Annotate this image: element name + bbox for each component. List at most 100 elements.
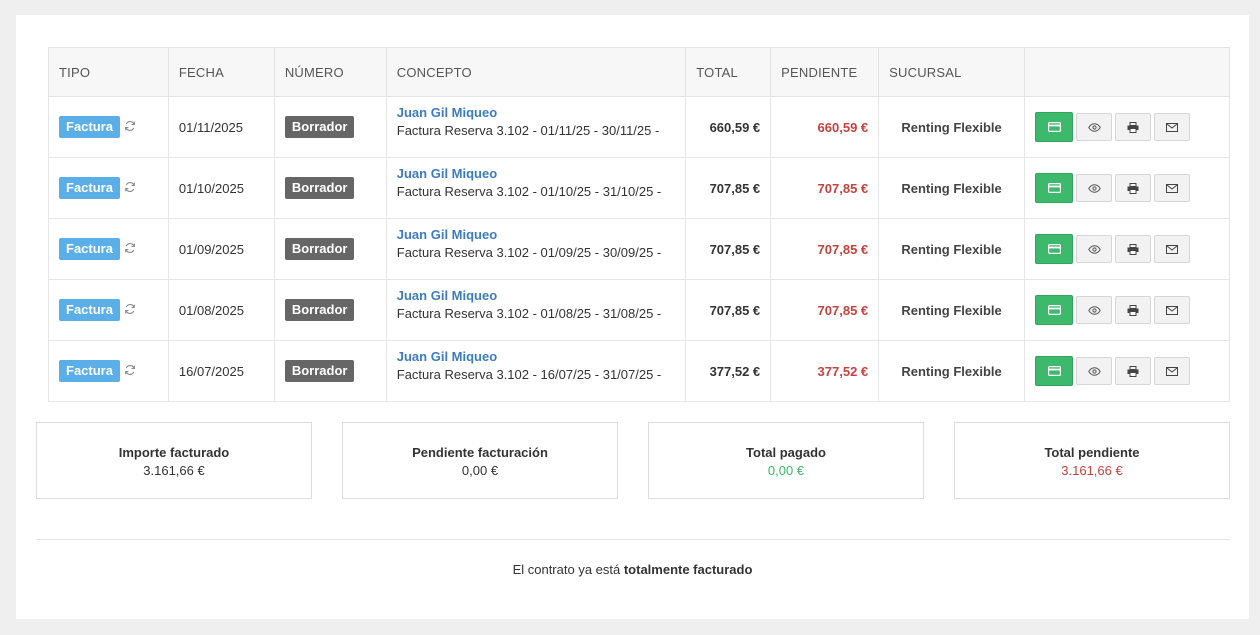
sync-icon[interactable] <box>124 242 136 257</box>
summary-label: Total pagado <box>746 445 826 460</box>
email-button[interactable] <box>1154 357 1190 385</box>
view-button[interactable] <box>1076 235 1112 263</box>
table-row: Factura 01/08/2025 Borrador Juan Gil Miq… <box>48 279 1230 341</box>
invoices-panel: TIPO FECHA NÚMERO CONCEPTO TOTAL PENDIEN… <box>16 15 1249 619</box>
draft-badge: Borrador <box>284 360 355 382</box>
concept-text: Factura Reserva 3.102 - 16/07/25 - 31/07… <box>396 367 662 382</box>
print-button[interactable] <box>1115 235 1151 263</box>
type-badge[interactable]: Factura <box>59 116 120 138</box>
cell-total: 377,52 € <box>685 340 772 402</box>
type-badge[interactable]: Factura <box>59 238 120 260</box>
cell-sucursal: Renting Flexible <box>878 218 1025 280</box>
header-pendiente: PENDIENTE <box>770 47 880 97</box>
pending-amount: 660,59 € <box>817 119 869 135</box>
pending-amount: 707,85 € <box>817 302 869 318</box>
cell-sucursal: Renting Flexible <box>878 96 1025 158</box>
table-row: Factura 16/07/2025 Borrador Juan Gil Miq… <box>48 340 1230 402</box>
pay-button[interactable] <box>1035 234 1073 264</box>
cell-numero: Borrador <box>273 218 387 280</box>
print-icon <box>1127 121 1139 133</box>
cell-numero: Borrador <box>273 157 387 219</box>
cell-tipo: Factura <box>48 218 169 280</box>
sync-icon[interactable] <box>124 181 136 196</box>
email-button[interactable] <box>1154 296 1190 324</box>
draft-badge: Borrador <box>284 116 355 138</box>
cell-total: 707,85 € <box>685 279 772 341</box>
email-button[interactable] <box>1154 113 1190 141</box>
pay-button[interactable] <box>1035 356 1073 386</box>
credit-card-icon <box>1047 244 1061 254</box>
client-link[interactable]: Juan Gil Miqueo <box>396 166 498 181</box>
type-badge[interactable]: Factura <box>59 360 120 382</box>
credit-card-icon <box>1047 122 1061 132</box>
client-link[interactable]: Juan Gil Miqueo <box>396 288 498 303</box>
summary-value: 3.161,66 € <box>1061 463 1123 478</box>
cell-fecha: 01/10/2025 <box>167 157 275 219</box>
pay-button[interactable] <box>1035 173 1073 203</box>
client-link[interactable]: Juan Gil Miqueo <box>396 105 498 120</box>
print-icon <box>1127 304 1139 316</box>
view-button[interactable] <box>1076 296 1112 324</box>
total-amount: 707,85 € <box>709 180 761 196</box>
total-amount: 377,52 € <box>709 363 761 379</box>
concept-text: Factura Reserva 3.102 - 01/08/25 - 31/08… <box>396 306 662 321</box>
summary-label: Total pendiente <box>1044 445 1140 460</box>
header-concepto: CONCEPTO <box>385 47 687 97</box>
footer-message: El contrato ya está totalmente facturado <box>16 562 1249 577</box>
print-button[interactable] <box>1115 174 1151 202</box>
cell-concepto: Juan Gil Miqueo Factura Reserva 3.102 - … <box>385 279 687 341</box>
summary-total-pendiente: Total pendiente 3.161,66 € <box>954 422 1230 499</box>
view-button[interactable] <box>1076 357 1112 385</box>
print-button[interactable] <box>1115 296 1151 324</box>
eye-icon <box>1087 305 1101 315</box>
pay-button[interactable] <box>1035 112 1073 142</box>
cell-concepto: Juan Gil Miqueo Factura Reserva 3.102 - … <box>385 340 687 402</box>
table-header-row: TIPO FECHA NÚMERO CONCEPTO TOTAL PENDIEN… <box>48 47 1230 97</box>
cell-numero: Borrador <box>273 340 387 402</box>
cell-pendiente: 660,59 € <box>770 96 880 158</box>
branch-name: Renting Flexible <box>901 363 1002 379</box>
cell-pendiente: 377,52 € <box>770 340 880 402</box>
view-button[interactable] <box>1076 113 1112 141</box>
draft-badge: Borrador <box>284 177 355 199</box>
total-amount: 660,59 € <box>709 119 761 135</box>
table-row: Factura 01/11/2025 Borrador Juan Gil Miq… <box>48 96 1230 158</box>
sync-icon[interactable] <box>124 303 136 318</box>
email-button[interactable] <box>1154 235 1190 263</box>
cell-tipo: Factura <box>48 96 169 158</box>
header-sucursal: SUCURSAL <box>878 47 1025 97</box>
credit-card-icon <box>1047 183 1061 193</box>
type-badge[interactable]: Factura <box>59 299 120 321</box>
sync-icon[interactable] <box>124 120 136 135</box>
cell-concepto: Juan Gil Miqueo Factura Reserva 3.102 - … <box>385 218 687 280</box>
print-button[interactable] <box>1115 113 1151 141</box>
eye-icon <box>1087 244 1101 254</box>
client-link[interactable]: Juan Gil Miqueo <box>396 227 498 242</box>
cell-fecha: 01/11/2025 <box>167 96 275 158</box>
email-button[interactable] <box>1154 174 1190 202</box>
summary-pendiente-facturacion: Pendiente facturación 0,00 € <box>342 422 618 499</box>
pay-button[interactable] <box>1035 295 1073 325</box>
client-link[interactable]: Juan Gil Miqueo <box>396 349 498 364</box>
cell-fecha: 16/07/2025 <box>167 340 275 402</box>
header-fecha: FECHA <box>167 47 275 97</box>
cell-total: 707,85 € <box>685 218 772 280</box>
type-badge[interactable]: Factura <box>59 177 120 199</box>
print-button[interactable] <box>1115 357 1151 385</box>
cell-pendiente: 707,85 € <box>770 279 880 341</box>
table-row: Factura 01/09/2025 Borrador Juan Gil Miq… <box>48 218 1230 280</box>
footer-emphasis: totalmente facturado <box>623 562 753 577</box>
total-amount: 707,85 € <box>709 302 761 318</box>
cell-fecha: 01/08/2025 <box>167 279 275 341</box>
branch-name: Renting Flexible <box>901 302 1002 318</box>
cell-sucursal: Renting Flexible <box>878 340 1025 402</box>
summary-label: Importe facturado <box>118 445 230 460</box>
cell-total: 660,59 € <box>685 96 772 158</box>
summary-value: 0,00 € <box>767 463 805 478</box>
concept-text: Factura Reserva 3.102 - 01/10/25 - 31/10… <box>396 184 662 199</box>
envelope-icon <box>1166 366 1178 376</box>
view-button[interactable] <box>1076 174 1112 202</box>
eye-icon <box>1087 122 1101 132</box>
sync-icon[interactable] <box>124 364 136 379</box>
eye-icon <box>1087 366 1101 376</box>
